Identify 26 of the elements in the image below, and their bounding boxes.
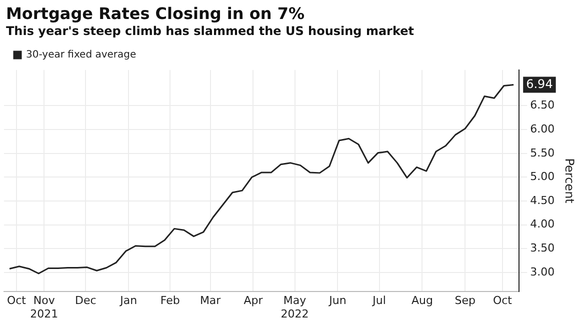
y-tick-label: 5.50 — [530, 146, 555, 160]
x-tick-label: Apr — [244, 294, 264, 308]
x-tick-label: Mar — [200, 294, 222, 308]
chart-title: Mortgage Rates Closing in on 7% — [5, 3, 306, 23]
x-tick-label: Feb — [160, 294, 180, 308]
x-tick-label: Jul — [372, 294, 386, 308]
x-tick-label: Aug — [411, 294, 433, 308]
y-tick-label: 3.50 — [530, 242, 555, 255]
chart-subtitle: This year's steep climb has slammed the US housing market — [5, 23, 416, 40]
x-tick-label: Nov 2021 — [30, 294, 58, 320]
x-tick-label: Oct — [6, 294, 27, 308]
y-tick-label: 4.50 — [530, 194, 555, 207]
x-tick-label: Jun — [328, 294, 346, 308]
x-tick-label: Sep — [454, 294, 476, 308]
x-tick-label: Oct — [492, 294, 513, 308]
y-tick-label: 3.00 — [530, 265, 555, 278]
y-tick-label: 5.00 — [530, 170, 555, 184]
data-label: 6.94 — [526, 76, 553, 91]
y-tick-label: 4.00 — [530, 218, 555, 231]
x-tick-label: Dec — [75, 294, 96, 308]
legend-label: 30-year fixed average — [26, 50, 136, 61]
y-tick-label: 6.00 — [530, 122, 555, 136]
y-axis-title: Percent — [562, 158, 577, 204]
y-tick-label: 6.50 — [530, 98, 555, 112]
x-tick-label: Jan — [119, 294, 138, 308]
x-tick-label: May 2022 — [280, 294, 309, 320]
